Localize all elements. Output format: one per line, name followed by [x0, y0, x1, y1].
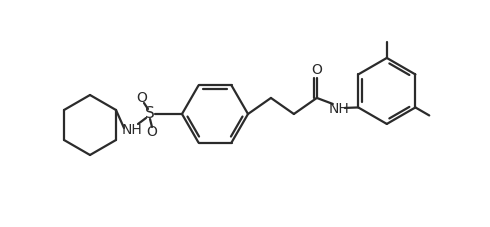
Text: S: S — [145, 106, 155, 121]
Text: O: O — [147, 125, 157, 139]
Text: NH: NH — [328, 102, 349, 116]
Text: O: O — [137, 91, 147, 105]
Text: O: O — [311, 63, 322, 77]
Text: NH: NH — [122, 123, 143, 137]
